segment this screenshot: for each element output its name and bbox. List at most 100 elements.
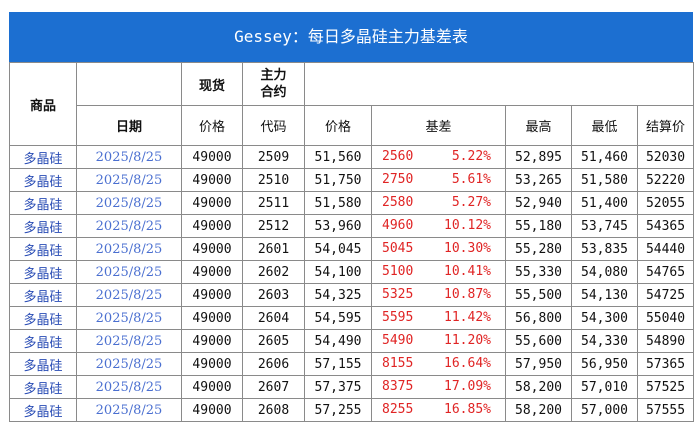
cell-futures-price: 54,490 — [304, 329, 372, 353]
basis-value: 8155 — [382, 356, 414, 371]
cell-settle: 54365 — [636, 214, 695, 238]
cell-product: 多晶硅 — [9, 237, 77, 261]
cell-date: 2025/8/25 — [76, 306, 182, 330]
cell-low: 53,835 — [571, 237, 638, 261]
cell-high: 55,500 — [505, 283, 572, 307]
cell-contract-code: 2602 — [242, 260, 305, 284]
basis-percent: 10.87% — [444, 287, 491, 302]
cell-futures-price: 57,255 — [304, 398, 372, 422]
table-row: 多晶硅 2025/8/25 49000 2606 57,155 8155 16.64% 57,… — [9, 352, 695, 376]
cell-spot-price: 49000 — [181, 145, 243, 169]
cell-settle: 57525 — [636, 375, 695, 399]
cell-contract-code: 2509 — [242, 145, 305, 169]
header-product: 商品 — [9, 62, 77, 146]
cell-high: 52,940 — [505, 191, 572, 215]
cell-high: 55,600 — [505, 329, 572, 353]
cell-date: 2025/8/25 — [76, 375, 182, 399]
cell-basis: 2560 5.22% — [371, 145, 506, 169]
cell-spot-price: 49000 — [181, 168, 243, 192]
basis-percent: 5.22% — [451, 149, 491, 164]
basis-percent: 17.09% — [444, 379, 491, 394]
cell-high: 58,200 — [505, 375, 572, 399]
cell-low: 51,460 — [571, 145, 638, 169]
cell-basis: 5595 11.42% — [371, 306, 506, 330]
cell-futures-price: 54,595 — [304, 306, 372, 330]
cell-settle: 55040 — [636, 306, 695, 330]
header-main-contract-label: 主力 合约 — [260, 68, 287, 100]
basis-value: 5595 — [382, 310, 414, 325]
cell-contract-code: 2605 — [242, 329, 305, 353]
cell-futures-price: 54,100 — [304, 260, 372, 284]
cell-spot-price: 49000 — [181, 398, 243, 422]
cell-low: 54,130 — [571, 283, 638, 307]
cell-product: 多晶硅 — [9, 306, 77, 330]
cell-settle: 57365 — [636, 352, 695, 376]
cell-basis: 5325 10.87% — [371, 283, 506, 307]
basis-value: 5045 — [382, 241, 414, 256]
table-row: 多晶硅 2025/8/25 49000 2512 53,960 4960 10.12% 55,… — [9, 214, 695, 238]
cell-low: 54,300 — [571, 306, 638, 330]
cell-date: 2025/8/25 — [76, 352, 182, 376]
cell-low: 54,330 — [571, 329, 638, 353]
table-row: 多晶硅 2025/8/25 49000 2603 54,325 5325 10.87% 55,… — [9, 283, 695, 307]
cell-date: 2025/8/25 — [76, 329, 182, 353]
cell-contract-code: 2608 — [242, 398, 305, 422]
cell-settle: 52220 — [636, 168, 695, 192]
cell-low: 56,950 — [571, 352, 638, 376]
cell-spot-price: 49000 — [181, 283, 243, 307]
table-title: Gessey：每日多晶硅主力基差表 — [9, 12, 693, 62]
table-row: 多晶硅 2025/8/25 49000 2601 54,045 5045 10.30% 55,… — [9, 237, 695, 261]
basis-value: 5325 — [382, 287, 414, 302]
cell-contract-code: 2601 — [242, 237, 305, 261]
basis-value: 2580 — [382, 195, 414, 210]
table-row: 多晶硅 2025/8/25 49000 2608 57,255 8255 16.85% 58,… — [9, 398, 695, 422]
cell-futures-price: 51,750 — [304, 168, 372, 192]
basis-table: 商品 现货 主力 合约 日期 价格 代码 价格 基差 最高 最低 结算价 多晶硅 2… — [9, 62, 695, 422]
cell-settle: 52055 — [636, 191, 695, 215]
basis-value: 4960 — [382, 218, 414, 233]
cell-spot-price: 49000 — [181, 375, 243, 399]
header-high: 最高 — [505, 105, 572, 146]
cell-product: 多晶硅 — [9, 283, 77, 307]
cell-basis: 8155 16.64% — [371, 352, 506, 376]
cell-futures-price: 51,560 — [304, 145, 372, 169]
cell-product: 多晶硅 — [9, 191, 77, 215]
basis-value: 5490 — [382, 333, 414, 348]
cell-basis: 5490 11.20% — [371, 329, 506, 353]
cell-spot-price: 49000 — [181, 214, 243, 238]
cell-spot-price: 49000 — [181, 191, 243, 215]
table-row: 多晶硅 2025/8/25 49000 2509 51,560 2560 5.22% 52,8… — [9, 145, 695, 169]
cell-product: 多晶硅 — [9, 260, 77, 284]
cell-high: 55,180 — [505, 214, 572, 238]
cell-product: 多晶硅 — [9, 145, 77, 169]
table-row: 多晶硅 2025/8/25 49000 2605 54,490 5490 11.20% 55,… — [9, 329, 695, 353]
cell-date: 2025/8/25 — [76, 191, 182, 215]
cell-spot-price: 49000 — [181, 352, 243, 376]
cell-contract-code: 2510 — [242, 168, 305, 192]
cell-contract-code: 2607 — [242, 375, 305, 399]
cell-basis: 2580 5.27% — [371, 191, 506, 215]
cell-low: 57,010 — [571, 375, 638, 399]
cell-settle: 57555 — [636, 398, 695, 422]
header-basis: 基差 — [371, 105, 506, 146]
cell-high: 55,280 — [505, 237, 572, 261]
basis-value: 2750 — [382, 172, 414, 187]
basis-table-panel: Gessey：每日多晶硅主力基差表 商品 现货 主力 合约 日期 价格 代码 价格… — [9, 12, 695, 422]
cell-settle: 54725 — [636, 283, 695, 307]
cell-settle: 54765 — [636, 260, 695, 284]
cell-basis: 2750 5.61% — [371, 168, 506, 192]
cell-product: 多晶硅 — [9, 352, 77, 376]
cell-date: 2025/8/25 — [76, 237, 182, 261]
cell-basis: 8375 17.09% — [371, 375, 506, 399]
basis-value: 8375 — [382, 379, 414, 394]
cell-product: 多晶硅 — [9, 375, 77, 399]
cell-high: 56,800 — [505, 306, 572, 330]
cell-basis: 5045 10.30% — [371, 237, 506, 261]
table-row: 多晶硅 2025/8/25 49000 2511 51,580 2580 5.27% 52,9… — [9, 191, 695, 215]
cell-settle: 52030 — [636, 145, 695, 169]
basis-percent: 16.64% — [444, 356, 491, 371]
table-row: 多晶硅 2025/8/25 49000 2604 54,595 5595 11.42% 56,… — [9, 306, 695, 330]
cell-settle: 54890 — [636, 329, 695, 353]
cell-high: 57,950 — [505, 352, 572, 376]
cell-high: 55,330 — [505, 260, 572, 284]
